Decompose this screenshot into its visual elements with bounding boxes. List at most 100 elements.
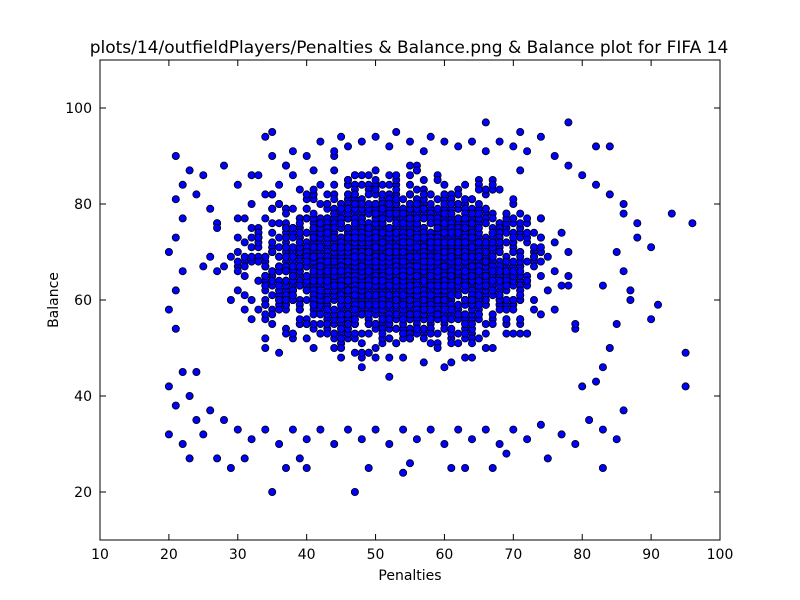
data-point (405, 267, 414, 276)
data-point (419, 324, 428, 333)
data-point (357, 281, 366, 290)
data-point (309, 185, 318, 194)
data-point (598, 281, 607, 290)
data-point (440, 199, 449, 208)
data-point (378, 204, 387, 213)
data-point (612, 247, 621, 256)
data-point (364, 329, 373, 338)
data-point (467, 262, 476, 271)
data-point (206, 204, 215, 213)
data-point (426, 291, 435, 300)
data-point (405, 161, 414, 170)
data-point (302, 286, 311, 295)
data-point (281, 223, 290, 232)
data-point (337, 219, 346, 228)
data-point (288, 171, 297, 180)
data-point (405, 295, 414, 304)
data-point (550, 238, 559, 247)
data-point (571, 439, 580, 448)
data-point (405, 238, 414, 247)
data-point (516, 329, 525, 338)
data-point (481, 219, 490, 228)
data-point (530, 243, 539, 252)
data-point (261, 132, 270, 141)
data-point (261, 252, 270, 261)
data-point (550, 267, 559, 276)
data-point (295, 281, 304, 290)
data-point (488, 463, 497, 472)
data-point (364, 171, 373, 180)
data-point (523, 435, 532, 444)
data-point (378, 300, 387, 309)
data-point (516, 209, 525, 218)
data-point (633, 233, 642, 242)
data-point (233, 286, 242, 295)
data-point (495, 276, 504, 285)
data-point (474, 334, 483, 343)
data-point (357, 233, 366, 242)
data-point (461, 267, 470, 276)
data-point (371, 175, 380, 184)
data-point (316, 276, 325, 285)
data-point (268, 127, 277, 136)
data-point (199, 262, 208, 271)
data-point (337, 204, 346, 213)
data-point (357, 252, 366, 261)
data-point (461, 463, 470, 472)
data-point (185, 166, 194, 175)
data-point (343, 295, 352, 304)
data-point (433, 238, 442, 247)
data-point (316, 310, 325, 319)
data-point (247, 435, 256, 444)
data-point (254, 305, 263, 314)
data-point (281, 463, 290, 472)
data-point (626, 295, 635, 304)
data-point (185, 391, 194, 400)
x-tick-label: 10 (91, 547, 109, 563)
data-point (323, 267, 332, 276)
data-point (357, 339, 366, 348)
data-point (440, 228, 449, 237)
data-point (330, 439, 339, 448)
data-point (178, 267, 187, 276)
data-point (385, 291, 394, 300)
data-point (399, 425, 408, 434)
data-point (378, 228, 387, 237)
data-point (392, 209, 401, 218)
data-point (585, 415, 594, 424)
data-point (399, 257, 408, 266)
data-point (357, 262, 366, 271)
data-point (309, 209, 318, 218)
data-point (309, 276, 318, 285)
data-point (261, 281, 270, 290)
data-point (481, 343, 490, 352)
data-point (474, 185, 483, 194)
chart-title: plots/14/outfieldPlayers/Penalties & Bal… (90, 38, 729, 58)
data-point (481, 118, 490, 127)
data-point (323, 257, 332, 266)
x-tick-label: 50 (367, 547, 385, 563)
data-point (316, 286, 325, 295)
data-point (426, 329, 435, 338)
data-point (502, 281, 511, 290)
data-point (330, 195, 339, 204)
data-point (530, 262, 539, 271)
data-point (240, 214, 249, 223)
data-point (419, 233, 428, 242)
data-point (461, 223, 470, 232)
data-point (371, 300, 380, 309)
data-point (454, 142, 463, 151)
data-point (302, 204, 311, 213)
data-point (454, 257, 463, 266)
data-point (364, 281, 373, 290)
data-point (247, 223, 256, 232)
data-point (309, 267, 318, 276)
data-point (268, 219, 277, 228)
data-point (309, 343, 318, 352)
data-point (454, 276, 463, 285)
data-point (233, 267, 242, 276)
data-point (405, 137, 414, 146)
data-point (474, 267, 483, 276)
data-point (309, 310, 318, 319)
data-point (509, 425, 518, 434)
